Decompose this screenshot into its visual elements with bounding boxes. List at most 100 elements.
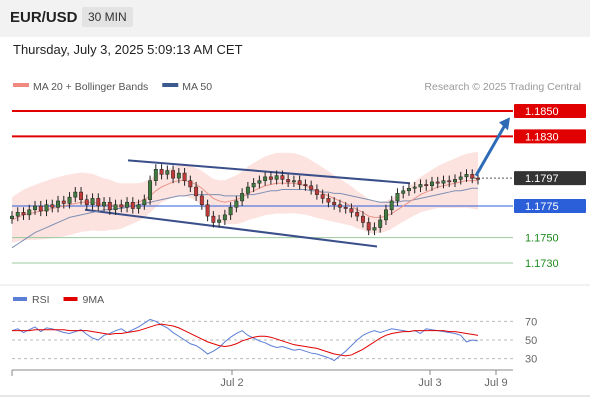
candle-body: [211, 215, 216, 223]
rsi-tick-label: 70: [525, 316, 537, 328]
legend-label: 9MA: [83, 294, 105, 306]
legend-label: MA 50: [182, 81, 212, 93]
candle-body: [309, 185, 314, 190]
candle-body: [360, 215, 365, 223]
candle-body: [125, 201, 130, 208]
candle-body: [171, 170, 176, 179]
candle-body: [332, 201, 337, 205]
candle-body: [412, 186, 417, 189]
legend-swatch: [13, 297, 27, 301]
legend-label: MA 20 + Bollinger Bands: [33, 81, 148, 93]
candle-body: [395, 193, 400, 202]
candle-body: [320, 194, 325, 199]
level-label: 1.1830: [525, 131, 559, 143]
candle-body: [228, 207, 233, 216]
candle-body: [44, 204, 49, 212]
level-badge: [514, 129, 586, 144]
channel-upper-line: [127, 159, 411, 185]
candle-body: [366, 222, 371, 231]
candle-body: [343, 207, 348, 209]
candle-body: [424, 184, 429, 186]
x-tick-label: Jul 9: [484, 377, 507, 389]
candle-body: [38, 205, 43, 212]
candle-body: [407, 188, 411, 192]
candle-body: [337, 204, 342, 208]
candle-body: [372, 227, 377, 231]
legend-swatch: [63, 297, 78, 301]
level-label: 1.1775: [525, 201, 559, 213]
candle-body: [61, 200, 66, 204]
candle-body: [217, 219, 222, 223]
candle-body: [130, 201, 135, 209]
rsi-ma-line: [12, 323, 479, 357]
candle-body: [67, 196, 72, 204]
candle-body: [453, 179, 457, 183]
legend-swatch: [162, 83, 179, 87]
ma20-line: [11, 180, 478, 221]
candle-body: [119, 204, 124, 208]
candle-body: [458, 176, 463, 180]
candle-body: [389, 200, 394, 211]
candle-body: [464, 174, 469, 178]
candle-body: [268, 176, 273, 180]
x-tick-label: Jul 2: [220, 377, 243, 389]
candle-body: [50, 204, 55, 208]
timestamp: Thursday, July 3, 2025 5:09:13 AM CET: [13, 42, 243, 57]
candle-body: [222, 214, 227, 221]
candle-body: [257, 180, 262, 184]
candle-body: [142, 199, 147, 205]
level-label: 1.1750: [525, 233, 559, 245]
rsi-tick-label: 50: [525, 335, 537, 347]
candle-body: [113, 204, 118, 211]
candle-body: [251, 182, 256, 188]
candle-body: [102, 201, 107, 207]
legend-swatch: [13, 83, 29, 87]
candle-body: [73, 191, 78, 198]
x-tick-label: Jul 3: [418, 377, 441, 389]
projection-arrow: [474, 122, 508, 177]
candle-body: [79, 191, 83, 200]
level-label: 1.1797: [525, 173, 559, 185]
level-badge: [514, 199, 586, 213]
rsi-line: [11, 318, 479, 362]
candle-body: [182, 172, 187, 181]
projection-arrowhead: [499, 117, 510, 131]
candle-body: [476, 177, 480, 180]
candle-body: [286, 179, 291, 183]
chart-header: EUR/USD 30 MIN: [0, 0, 590, 37]
candle-body: [165, 170, 170, 175]
legend-label: RSI: [32, 294, 50, 306]
candle-body: [176, 172, 181, 179]
candle-body: [240, 193, 245, 202]
candle-body: [430, 181, 434, 186]
level-label: 1.1850: [525, 106, 559, 118]
candle-body: [349, 208, 354, 213]
candle-body: [274, 175, 279, 180]
candle-body: [378, 219, 383, 228]
candle-body: [159, 169, 164, 175]
candle-body: [199, 195, 204, 205]
candle-body: [107, 201, 112, 211]
candle-body: [314, 189, 319, 195]
candle-body: [136, 204, 141, 209]
candle-body: [418, 184, 423, 188]
candle-body: [447, 180, 452, 183]
candle-body: [33, 205, 37, 211]
candle-body: [27, 209, 32, 216]
candle-body: [435, 181, 440, 184]
candle-body: [56, 200, 60, 208]
candle-body: [263, 176, 268, 181]
channel-lower-line: [84, 208, 378, 248]
candle-body: [10, 215, 14, 219]
candle-body: [401, 190, 406, 194]
candle-body: [297, 180, 302, 185]
timeframe-badge[interactable]: 30 MIN: [82, 7, 133, 27]
candle-body: [15, 212, 20, 217]
credit-text: Research © 2025 Trading Central: [424, 81, 581, 93]
candle-body: [383, 209, 388, 221]
candle-body: [90, 198, 95, 205]
candle-body: [153, 169, 158, 181]
candle-body: [84, 199, 89, 205]
candle-body: [326, 198, 331, 203]
